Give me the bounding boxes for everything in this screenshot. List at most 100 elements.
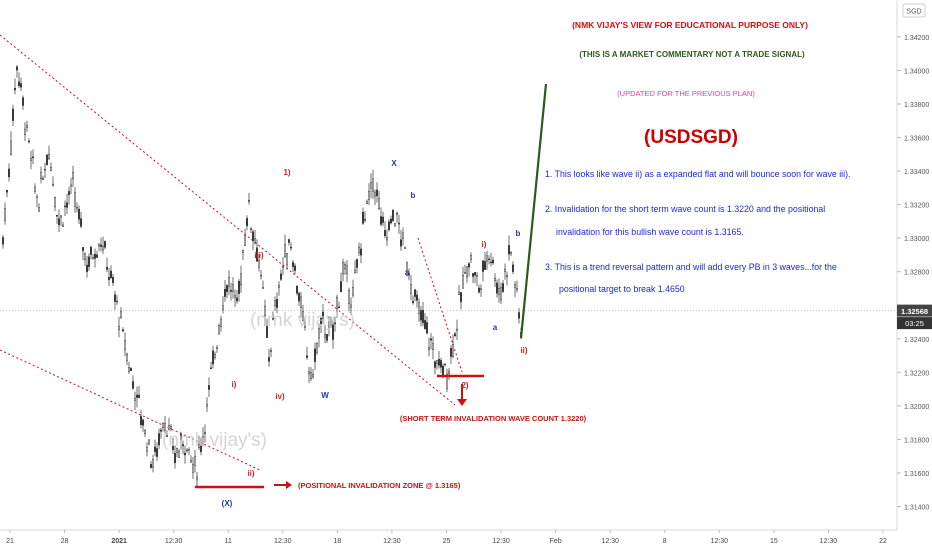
candle-body — [516, 288, 518, 290]
header-updated: (UPDATED FOR THE PREVIOUS PLAN) — [617, 89, 755, 98]
candle-body — [336, 296, 338, 310]
wave-label: iii) — [254, 251, 264, 260]
candle-body — [196, 476, 198, 481]
candle-body — [210, 367, 212, 370]
candle-body — [286, 253, 288, 266]
candle-body — [14, 88, 16, 91]
candle-body — [384, 230, 386, 237]
candle-body — [392, 209, 394, 221]
candle-body — [30, 158, 32, 161]
candle-body — [44, 169, 46, 171]
candle-body — [28, 140, 30, 143]
candle-body — [492, 259, 494, 264]
candle-body — [234, 295, 236, 298]
wave-label: b — [411, 191, 416, 200]
current-price-tag[interactable] — [897, 304, 932, 317]
lower-channel-line[interactable] — [0, 349, 261, 471]
candle-body — [258, 259, 260, 268]
time-tick-label: 12:30 — [274, 538, 292, 545]
candle-body — [284, 244, 286, 257]
candle-body — [142, 419, 144, 426]
candle-body — [330, 324, 332, 326]
wave-label: X — [391, 159, 397, 168]
candle-body — [104, 241, 106, 248]
candle-body — [232, 284, 234, 292]
projection-line[interactable] — [519, 83, 548, 339]
candle-body — [408, 273, 410, 276]
candle-body — [184, 452, 186, 456]
upper-channel-line[interactable] — [0, 34, 456, 406]
candle-body — [328, 321, 330, 328]
wave-label: (X) — [222, 499, 233, 508]
candle-body — [146, 447, 148, 452]
price-tick-label: 1.32000 — [904, 404, 929, 411]
time-tick-label: 12:30 — [165, 538, 183, 545]
candle-body — [426, 322, 428, 334]
candle-body — [248, 200, 250, 202]
currency-badge[interactable] — [902, 3, 926, 18]
candle-body — [430, 338, 432, 341]
candle-body — [374, 191, 376, 197]
candle-body — [398, 222, 400, 225]
candle-body — [118, 325, 120, 331]
candle-body — [452, 344, 454, 357]
candle-body — [356, 259, 358, 268]
candle-body — [154, 446, 156, 452]
candle-body — [174, 453, 176, 463]
price-tick-label: 1.32800 — [904, 270, 929, 277]
candle-body — [170, 426, 172, 429]
candle-body — [498, 288, 500, 295]
candle-body — [206, 403, 208, 407]
candle-body — [68, 191, 70, 196]
candle-body — [512, 264, 514, 272]
price-axis[interactable]: 1.34200 1.34000 1.33800 1.33600 1.33400 1.332… — [897, 35, 929, 512]
candle-body — [518, 312, 520, 319]
right-arrow-icon — [286, 481, 292, 489]
candle-body — [130, 367, 132, 371]
candle-body — [122, 329, 124, 332]
candle-body — [204, 432, 206, 434]
candle-body — [266, 326, 268, 338]
candle-body — [48, 153, 50, 159]
note-3b: positional target to break 1.4650 — [559, 284, 685, 294]
candle-body — [326, 334, 328, 341]
candle-body — [502, 283, 504, 292]
candle-body — [32, 156, 34, 159]
time-tick-label: 12:30 — [601, 538, 619, 545]
candle-body — [396, 213, 398, 215]
candle-body — [120, 311, 122, 319]
wave-labels: 1) iii) iv) i) ii) (X) W Xb a 2) i) b a ii) — [222, 159, 528, 508]
candle-body — [278, 285, 280, 288]
candle-body — [380, 216, 382, 225]
candle-body — [290, 246, 292, 249]
candle-body — [320, 318, 322, 324]
candle-body — [192, 463, 194, 473]
candle-body — [34, 186, 36, 192]
candle-body — [228, 277, 230, 287]
time-axis[interactable]: 21 28 2021 12:30 11 12:30 18 12:30 25 12:30 Feb 12:… — [6, 530, 887, 545]
candle-body — [500, 287, 502, 301]
candle-body — [74, 192, 76, 207]
candle-body — [164, 423, 166, 431]
candle-body — [352, 286, 354, 296]
candle-body — [428, 347, 430, 351]
candle-body — [64, 205, 66, 208]
candle-body — [172, 446, 174, 450]
price-tick-label: 1.32200 — [904, 370, 929, 377]
price-tick-label: 1.31800 — [904, 437, 929, 444]
candle-body — [76, 207, 78, 209]
candle-body — [54, 197, 56, 208]
candle-body — [254, 238, 256, 243]
candle-body — [404, 247, 406, 249]
price-tick-label: 1.33800 — [904, 102, 929, 109]
wave-trendline[interactable] — [417, 237, 463, 373]
candle-body — [420, 310, 422, 321]
candle-body — [144, 430, 146, 435]
candle-body — [322, 311, 324, 319]
candle-body — [440, 360, 442, 368]
candle-body — [8, 168, 10, 178]
candle-body — [10, 140, 12, 155]
candle-body — [222, 305, 224, 310]
candle-body — [298, 293, 300, 302]
